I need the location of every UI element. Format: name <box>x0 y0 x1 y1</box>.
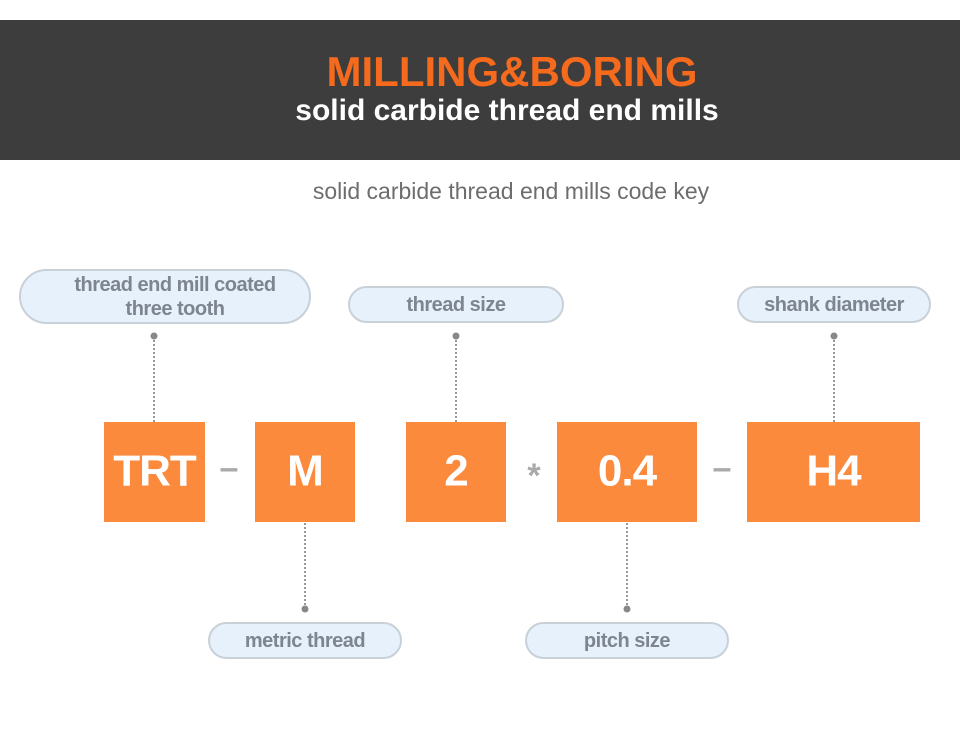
label-pill <box>19 269 311 324</box>
label-pill <box>737 286 931 323</box>
label-text: thread end mill coated <box>74 274 275 296</box>
label-text: three tooth <box>126 298 225 320</box>
code-text: 0.4 <box>598 447 658 496</box>
code-text: M <box>287 447 323 496</box>
header-title: MILLING&BORING <box>327 48 698 95</box>
label-pill <box>525 622 729 659</box>
code-box <box>104 422 205 522</box>
label-text: metric thread <box>245 630 365 652</box>
label-text: shank diameter <box>764 294 904 316</box>
connector-dot <box>150 332 158 340</box>
code-box <box>747 422 920 522</box>
label-text: pitch size <box>584 630 671 652</box>
label-pill <box>348 286 564 323</box>
code-text: 2 <box>444 447 467 496</box>
code-box <box>406 422 506 522</box>
connector-dot <box>623 605 631 613</box>
section-title: solid carbide thread end mills code key <box>313 178 710 204</box>
code-box <box>557 422 697 522</box>
connector-dot <box>830 332 838 340</box>
label-text: thread size <box>407 294 506 316</box>
separator: * <box>527 457 541 495</box>
code-text: TRT <box>113 447 197 496</box>
header-band <box>0 20 960 160</box>
separator: – <box>713 449 732 487</box>
code-text: H4 <box>806 447 862 496</box>
label-pill <box>208 622 402 659</box>
header-subtitle: solid carbide thread end mills <box>295 94 718 127</box>
code-box <box>255 422 355 522</box>
connector-dot <box>452 332 460 340</box>
connector-dot <box>301 605 309 613</box>
separator: – <box>220 449 239 487</box>
